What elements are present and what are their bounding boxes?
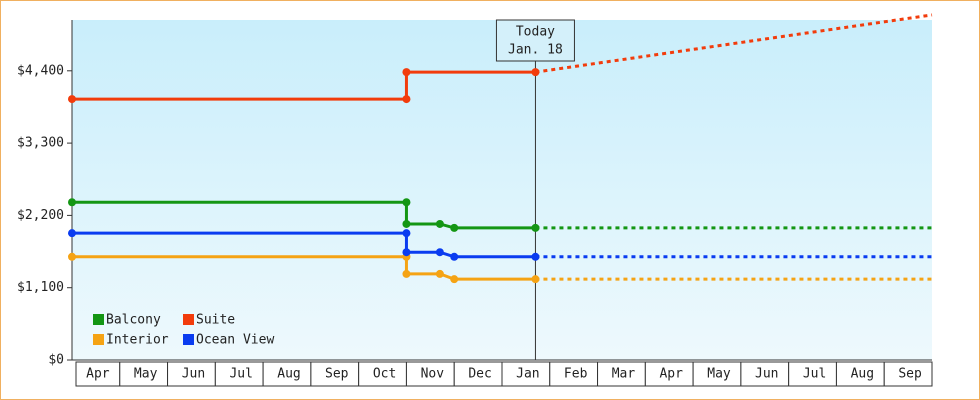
month-cell bbox=[167, 361, 216, 387]
month-cell bbox=[644, 361, 694, 387]
month-cell bbox=[405, 361, 455, 387]
x-tick-label: Sep bbox=[898, 367, 922, 382]
point bbox=[68, 198, 76, 207]
month-cell bbox=[358, 361, 407, 387]
point bbox=[402, 248, 411, 257]
x-tick-label: Jul bbox=[229, 367, 252, 382]
x-tick-label: Apr bbox=[86, 367, 110, 382]
x-tick-label: Jul bbox=[803, 367, 826, 382]
plot-area bbox=[72, 20, 932, 360]
month-cell bbox=[597, 361, 646, 387]
x-tick-label: Nov bbox=[421, 367, 445, 382]
today-box bbox=[495, 19, 575, 62]
y-tick-label: $2,200 bbox=[17, 208, 64, 223]
legend-swatch bbox=[183, 314, 194, 325]
legend-label: Ocean View bbox=[196, 333, 274, 348]
x-tick-label: Dec bbox=[468, 367, 491, 382]
series-line bbox=[72, 200, 536, 230]
x-tick-label: Sep bbox=[325, 367, 349, 382]
point bbox=[68, 229, 76, 238]
x-tick-label: May bbox=[134, 367, 158, 382]
legend-label: Interior bbox=[106, 333, 169, 348]
x-tick-label: Aug bbox=[277, 367, 300, 382]
legend-label: Suite bbox=[196, 313, 235, 328]
month-cell bbox=[214, 361, 264, 387]
series-line bbox=[72, 231, 536, 259]
month-cell bbox=[788, 361, 837, 387]
point bbox=[450, 223, 459, 232]
y-tick-label: $0 bbox=[48, 353, 64, 368]
point bbox=[531, 252, 540, 261]
point bbox=[402, 229, 411, 238]
x-tick-label: Aug bbox=[851, 367, 874, 382]
point bbox=[402, 68, 411, 77]
today-label: Jan. 18 bbox=[508, 43, 563, 58]
x-tick-label: Jun bbox=[755, 367, 778, 382]
forecast-line bbox=[535, 13, 933, 74]
point bbox=[68, 252, 76, 261]
month-cell bbox=[453, 361, 503, 387]
x-tick-label: Jan bbox=[516, 367, 539, 382]
month-cell bbox=[883, 361, 933, 387]
point bbox=[531, 223, 540, 232]
point bbox=[450, 252, 459, 261]
y-tick-label: $4,400 bbox=[17, 63, 64, 78]
point bbox=[402, 95, 411, 104]
month-cell bbox=[262, 361, 312, 387]
month-cell bbox=[835, 361, 885, 387]
x-tick-label: Jun bbox=[182, 367, 205, 382]
point bbox=[402, 269, 411, 278]
month-cell bbox=[692, 361, 742, 387]
point bbox=[68, 95, 76, 104]
y-tick-label: $3,300 bbox=[17, 136, 64, 151]
point bbox=[450, 275, 459, 284]
legend-label: Balcony bbox=[106, 313, 161, 328]
month-cell bbox=[310, 361, 360, 387]
point bbox=[402, 219, 411, 228]
x-tick-label: Apr bbox=[659, 367, 683, 382]
point bbox=[531, 275, 540, 284]
x-tick-label: Mar bbox=[612, 367, 636, 382]
point bbox=[435, 219, 444, 228]
month-cell bbox=[501, 361, 551, 387]
point bbox=[531, 68, 540, 77]
month-cell bbox=[740, 361, 790, 387]
x-tick-label: Feb bbox=[564, 367, 588, 382]
month-cell bbox=[119, 361, 169, 387]
legend-swatch bbox=[93, 334, 104, 345]
today-label: Today bbox=[516, 25, 555, 40]
point bbox=[435, 248, 444, 257]
series-line bbox=[72, 255, 536, 281]
y-tick-label: $1,100 bbox=[17, 280, 64, 295]
month-cell bbox=[75, 361, 121, 387]
point bbox=[435, 269, 444, 278]
legend-swatch bbox=[93, 314, 104, 325]
x-tick-label: Oct bbox=[373, 367, 396, 382]
series-line bbox=[72, 70, 536, 101]
x-tick-label: May bbox=[707, 367, 731, 382]
legend-swatch bbox=[183, 334, 194, 345]
point bbox=[402, 198, 411, 207]
